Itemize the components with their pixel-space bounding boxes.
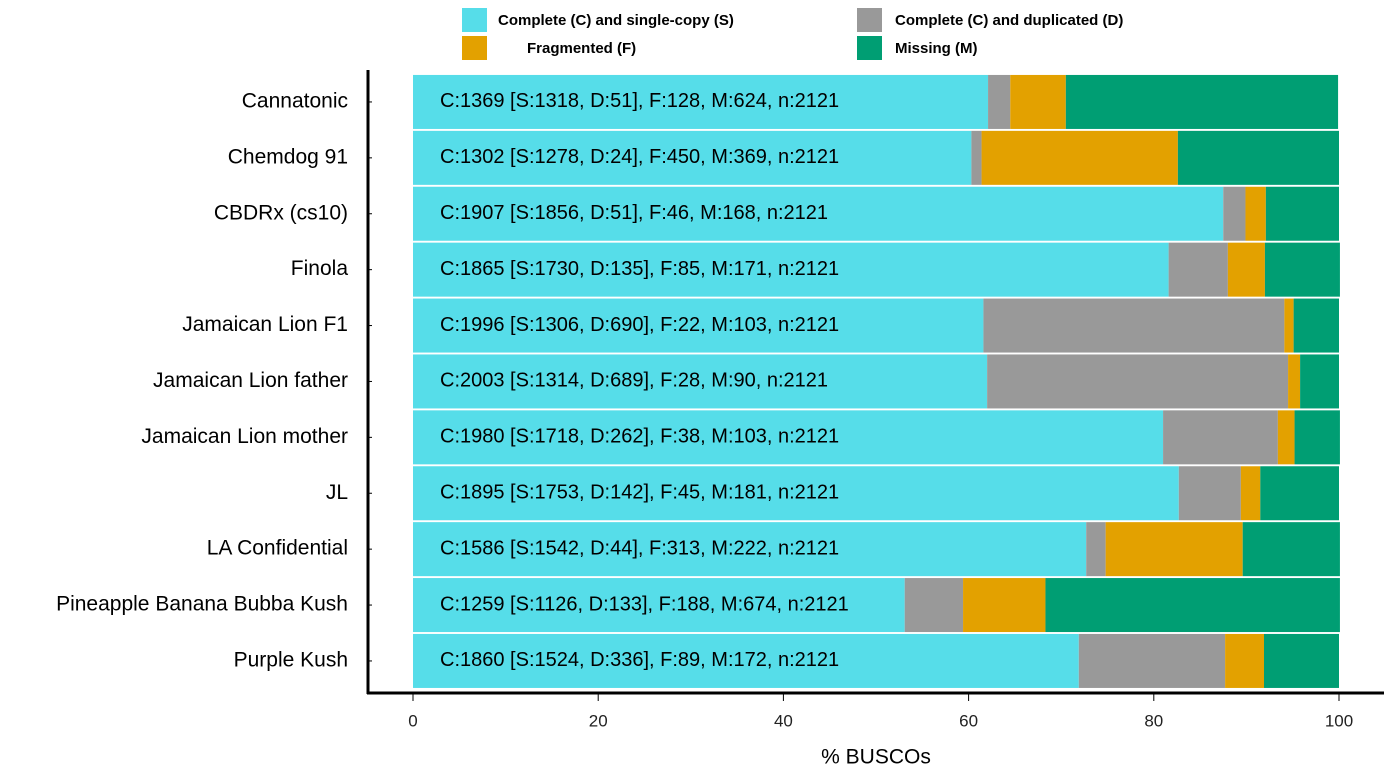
- bar-segment: [987, 354, 1289, 409]
- bar-segment: [1245, 186, 1266, 241]
- bar-segment: [971, 130, 982, 185]
- bar-segment: [988, 74, 1011, 129]
- bar-segment: [1078, 633, 1226, 688]
- category-label: Chemdog 91: [228, 145, 348, 168]
- bar-segment: [413, 578, 905, 633]
- bar-annotation: C:1907 [S:1856, D:51], F:46, M:168, n:21…: [440, 202, 828, 224]
- category-label: Pineapple Banana Bubba Kush: [56, 593, 348, 616]
- category-label: Purple Kush: [234, 648, 348, 671]
- bar-segment: [1294, 410, 1340, 465]
- bar-annotation: C:2003 [S:1314, D:689], F:28, M:90, n:21…: [440, 370, 828, 392]
- category-label: Finola: [291, 257, 349, 280]
- category-label: LA Confidential: [207, 537, 348, 560]
- bar-segment: [1242, 522, 1340, 577]
- category-label: JL: [326, 481, 348, 504]
- bar-segment: [1163, 410, 1278, 465]
- bar-annotation: C:1895 [S:1753, D:142], F:45, M:181, n:2…: [440, 482, 839, 504]
- bar-segment: [1260, 466, 1339, 521]
- bar-segment: [981, 130, 1178, 185]
- bar-segment: [1277, 410, 1295, 465]
- legend-swatch: [857, 36, 882, 60]
- bar-segment: [413, 186, 1224, 241]
- bar-segment: [1284, 298, 1294, 353]
- legend-swatch: [857, 8, 882, 32]
- bar-segment: [1065, 74, 1339, 129]
- bar-segment: [1086, 522, 1106, 577]
- bar-annotation: C:1586 [S:1542, D:44], F:313, M:222, n:2…: [440, 537, 839, 559]
- bar-segment: [413, 466, 1179, 521]
- bar-segment: [413, 130, 972, 185]
- bar-segment: [1223, 186, 1246, 241]
- bar-segment: [983, 298, 1285, 353]
- bar-segment: [1225, 633, 1264, 688]
- x-tick-label: 60: [959, 711, 978, 730]
- bar-annotation: C:1980 [S:1718, D:262], F:38, M:103, n:2…: [440, 426, 839, 448]
- legend-swatch: [462, 36, 487, 60]
- x-tick-label: 40: [774, 711, 793, 730]
- bar-segment: [1177, 130, 1339, 185]
- bar-annotation: C:1259 [S:1126, D:133], F:188, M:674, n:…: [440, 593, 849, 615]
- category-label: Jamaican Lion mother: [141, 425, 348, 448]
- bar-annotation: C:1302 [S:1278, D:24], F:450, M:369, n:2…: [440, 146, 839, 168]
- bar-segment: [1263, 633, 1339, 688]
- legend-label: Missing (M): [895, 40, 978, 57]
- bar-segment: [413, 354, 988, 409]
- x-tick-label: 20: [589, 711, 608, 730]
- bar-segment: [1105, 522, 1243, 577]
- bar-annotation: C:1996 [S:1306, D:690], F:22, M:103, n:2…: [440, 314, 839, 336]
- bar-annotation: C:1369 [S:1318, D:51], F:128, M:624, n:2…: [440, 90, 839, 112]
- category-label: Cannatonic: [242, 89, 348, 112]
- bar-segment: [1265, 186, 1339, 241]
- bar-segment: [1293, 298, 1339, 353]
- legend-label: Fragmented (F): [527, 40, 636, 57]
- bar-annotation: C:1865 [S:1730, D:135], F:85, M:171, n:2…: [440, 258, 839, 280]
- bar-segment: [413, 74, 989, 129]
- category-label: Jamaican Lion F1: [182, 313, 348, 336]
- bar-segment: [413, 522, 1087, 577]
- x-tick-label: 100: [1325, 711, 1353, 730]
- bar-segment: [1045, 578, 1340, 633]
- bar-annotation: C:1860 [S:1524, D:336], F:89, M:172, n:2…: [440, 649, 839, 671]
- x-tick-label: 0: [408, 711, 417, 730]
- bar-segment: [1178, 466, 1241, 521]
- legend-label: Complete (C) and duplicated (D): [895, 12, 1123, 29]
- legend-label: Complete (C) and single-copy (S): [498, 12, 734, 29]
- bar-segment: [1300, 354, 1339, 409]
- bar-segment: [1010, 74, 1066, 129]
- bar-segment: [413, 410, 1164, 465]
- x-axis-label: % BUSCOs: [821, 746, 931, 769]
- bar-segment: [963, 578, 1046, 633]
- bar-segment: [904, 578, 964, 633]
- x-tick-label: 80: [1144, 711, 1163, 730]
- legend-swatch: [462, 8, 487, 32]
- category-label: CBDRx (cs10): [214, 201, 348, 224]
- bar-segment: [1240, 466, 1261, 521]
- bar-segment: [413, 242, 1169, 297]
- bar-segment: [1288, 354, 1301, 409]
- category-label: Jamaican Lion father: [153, 369, 348, 392]
- bar-segment: [1168, 242, 1228, 297]
- bar-segment: [413, 633, 1079, 688]
- bar-segment: [1264, 242, 1340, 297]
- bar-segment: [413, 298, 984, 353]
- bar-segment: [1227, 242, 1265, 297]
